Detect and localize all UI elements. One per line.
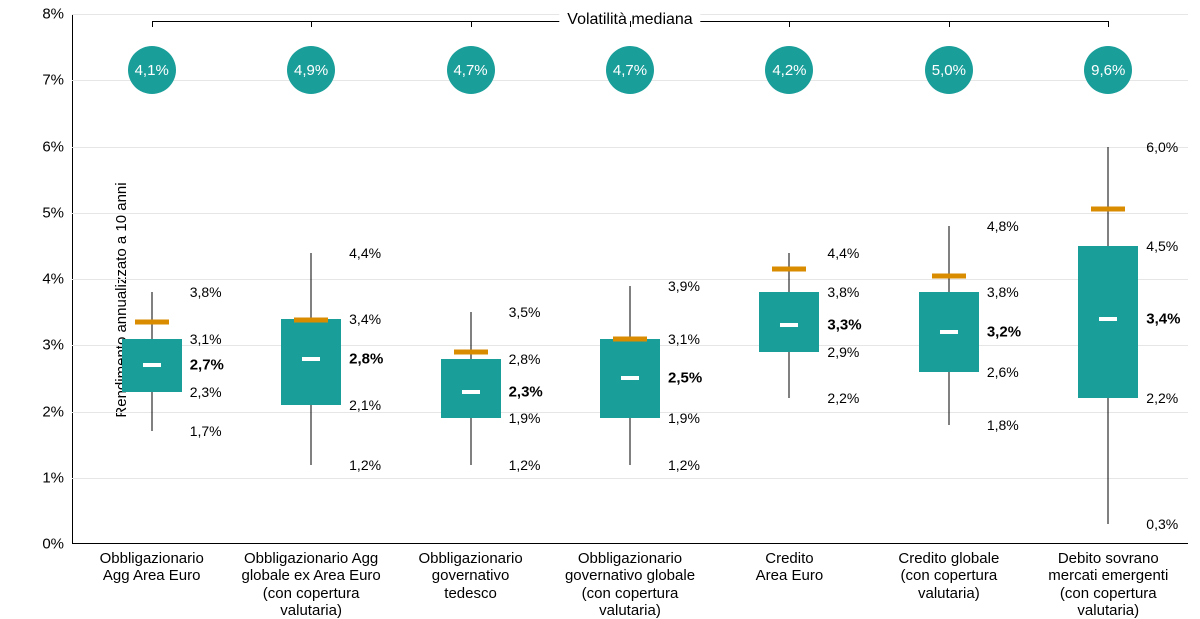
value-label: 2,9% (827, 344, 859, 360)
y-tick-label: 8% (42, 6, 64, 23)
x-tick-label: Credito globale(con copertura valutaria) (871, 550, 1026, 602)
value-label: 3,4% (1146, 310, 1180, 327)
volatility-tick (949, 21, 950, 27)
boxplot-chart: Rendimento annualizzato a 10 anni 0%1%2%… (0, 0, 1200, 600)
value-label: 2,2% (1146, 390, 1178, 406)
y-tick-label: 3% (42, 337, 64, 354)
axis-line-x (72, 543, 1188, 544)
box (759, 292, 819, 352)
value-label: 4,5% (1146, 238, 1178, 254)
volatility-circle: 4,1% (128, 46, 176, 94)
value-label: 2,6% (987, 364, 1019, 380)
value-label: 1,9% (509, 410, 541, 426)
volatility-circle: 4,7% (447, 46, 495, 94)
volatility-tick (152, 21, 153, 27)
volatility-circle: 4,9% (287, 46, 335, 94)
median-marker (462, 390, 480, 394)
box (441, 359, 501, 419)
extra-marker (135, 320, 169, 325)
value-label: 3,2% (987, 324, 1021, 341)
value-label: 2,1% (349, 397, 381, 413)
value-label: 1,2% (509, 457, 541, 473)
value-label: 3,8% (987, 284, 1019, 300)
value-label: 1,8% (987, 417, 1019, 433)
value-label: 2,2% (827, 390, 859, 406)
extra-marker (932, 273, 966, 278)
value-label: 1,2% (349, 457, 381, 473)
value-label: 3,8% (190, 284, 222, 300)
y-tick-label: 6% (42, 138, 64, 155)
x-tick-label: Debito sovranomercati emergenti(con cope… (1031, 550, 1186, 619)
volatility-tick (471, 21, 472, 27)
value-label: 0,3% (1146, 516, 1178, 532)
value-label: 2,3% (190, 384, 222, 400)
plot-area: 0%1%2%3%4%5%6%7%8%Volatilità mediana4,1%… (72, 14, 1188, 544)
value-label: 3,9% (668, 278, 700, 294)
extra-marker (294, 318, 328, 323)
volatility-circle: 5,0% (925, 46, 973, 94)
value-label: 2,7% (190, 357, 224, 374)
median-marker (302, 357, 320, 361)
volatility-tick (630, 21, 631, 27)
y-tick-label: 5% (42, 204, 64, 221)
value-label: 1,9% (668, 410, 700, 426)
value-label: 4,8% (987, 218, 1019, 234)
value-label: 3,8% (827, 284, 859, 300)
volatility-tick (789, 21, 790, 27)
value-label: 3,1% (668, 331, 700, 347)
gridline (72, 279, 1188, 280)
median-marker (143, 363, 161, 367)
value-label: 3,5% (509, 304, 541, 320)
y-tick-label: 0% (42, 536, 64, 553)
x-tick-label: Obbligazionariogovernativotedesco (393, 550, 548, 602)
volatility-tick (311, 21, 312, 27)
extra-marker (613, 336, 647, 341)
y-tick-label: 1% (42, 469, 64, 486)
y-tick-label: 2% (42, 403, 64, 420)
gridline (72, 213, 1188, 214)
median-marker (1099, 317, 1117, 321)
value-label: 1,2% (668, 457, 700, 473)
value-label: 1,7% (190, 423, 222, 439)
x-tick-label: CreditoArea Euro (712, 550, 867, 585)
box (281, 319, 341, 405)
value-label: 3,4% (349, 311, 381, 327)
extra-marker (454, 349, 488, 354)
value-label: 6,0% (1146, 139, 1178, 155)
x-tick-label: Obbligazionario Aggglobale ex Area Euro(… (233, 550, 388, 619)
value-label: 2,8% (509, 351, 541, 367)
value-label: 2,8% (349, 350, 383, 367)
box (1078, 246, 1138, 398)
median-marker (621, 376, 639, 380)
median-marker (940, 330, 958, 334)
value-label: 4,4% (349, 245, 381, 261)
x-tick-label: ObbligazionarioAgg Area Euro (74, 550, 229, 585)
volatility-circle: 4,2% (765, 46, 813, 94)
extra-marker (772, 267, 806, 272)
gridline (72, 147, 1188, 148)
value-label: 3,3% (827, 317, 861, 334)
x-tick-label: Obbligazionariogovernativo globale(con c… (552, 550, 707, 619)
y-tick-label: 7% (42, 72, 64, 89)
value-label: 4,4% (827, 245, 859, 261)
volatility-circle: 9,6% (1084, 46, 1132, 94)
y-tick-label: 4% (42, 271, 64, 288)
value-label: 2,3% (509, 383, 543, 400)
value-label: 2,5% (668, 370, 702, 387)
gridline (72, 478, 1188, 479)
value-label: 3,1% (190, 331, 222, 347)
extra-marker (1091, 207, 1125, 212)
volatility-circle: 4,7% (606, 46, 654, 94)
volatility-tick (1108, 21, 1109, 27)
median-marker (780, 323, 798, 327)
